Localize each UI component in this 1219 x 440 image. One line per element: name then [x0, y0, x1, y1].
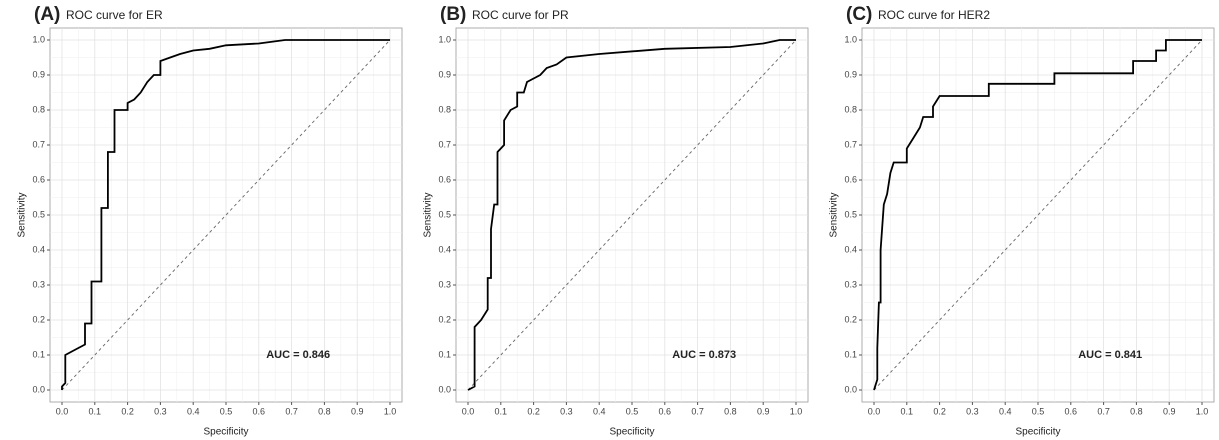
y-tick-label: 0.4: [32, 244, 45, 254]
y-tick-label: 0.6: [32, 174, 45, 184]
x-tick-label: 0.4: [187, 406, 200, 416]
y-tick-label: 0.2: [32, 314, 45, 324]
x-tick-label: 1.0: [384, 406, 397, 416]
x-tick-label: 0.7: [285, 406, 298, 416]
x-tick-label: 0.2: [121, 406, 134, 416]
reference-diagonal: [61, 39, 391, 391]
y-tick-label: 0.8: [844, 104, 857, 114]
y-tick-label: 0.6: [844, 174, 857, 184]
y-tick-label: 1.0: [438, 34, 451, 44]
x-tick-label: 0.6: [253, 406, 266, 416]
auc-annotation: AUC = 0.846: [266, 349, 330, 361]
y-tick-label: 0.9: [32, 69, 45, 79]
x-tick-label: 0.4: [593, 406, 606, 416]
roc-curve: [467, 39, 796, 391]
x-tick-label: 0.9: [1163, 406, 1176, 416]
x-tick-label: 0.2: [933, 406, 946, 416]
x-tick-label: 0.1: [901, 406, 914, 416]
x-axis-label: Specificity: [609, 427, 654, 438]
x-tick-label: 0.8: [318, 406, 331, 416]
x-axis-label: Specificity: [1015, 427, 1060, 438]
y-tick-label: 0.8: [438, 104, 451, 114]
y-tick-label: 0.0: [844, 384, 857, 394]
y-tick-label: 1.0: [844, 34, 857, 44]
panel-label: (C): [846, 4, 872, 25]
y-tick-label: 0.4: [844, 244, 857, 254]
y-axis-label: Sensitivity: [829, 192, 840, 237]
x-tick-label: 0.8: [724, 406, 737, 416]
y-tick-label: 0.1: [844, 349, 857, 359]
y-tick-label: 0.2: [438, 314, 451, 324]
roc-curve: [873, 39, 1202, 391]
x-tick-label: 0.9: [351, 406, 364, 416]
x-tick-label: 0.4: [999, 406, 1012, 416]
y-tick-label: 0.5: [32, 209, 45, 219]
y-tick-label: 0.5: [844, 209, 857, 219]
y-tick-label: 0.3: [438, 279, 451, 289]
x-tick-label: 0.2: [527, 406, 540, 416]
y-axis-label: Sensitivity: [17, 192, 28, 237]
x-tick-label: 1.0: [1196, 406, 1209, 416]
y-tick-label: 0.9: [844, 69, 857, 79]
y-tick-label: 0.3: [844, 279, 857, 289]
reference-diagonal: [873, 39, 1203, 391]
roc-curve: [61, 39, 390, 390]
x-tick-label: 0.0: [56, 406, 69, 416]
y-axis-label: Sensitivity: [423, 192, 434, 237]
y-tick-label: 0.7: [844, 139, 857, 149]
x-tick-label: 0.3: [966, 406, 979, 416]
auc-annotation: AUC = 0.841: [1078, 349, 1142, 361]
y-tick-label: 0.7: [438, 139, 451, 149]
chart-title: ROC curve for ER: [66, 8, 163, 22]
x-tick-label: 0.9: [757, 406, 770, 416]
x-tick-label: 0.5: [626, 406, 639, 416]
x-tick-label: 0.1: [495, 406, 508, 416]
x-tick-label: 1.0: [790, 406, 803, 416]
x-tick-label: 0.5: [1032, 406, 1045, 416]
y-tick-label: 0.7: [32, 139, 45, 149]
chart-title: ROC curve for HER2: [878, 8, 990, 22]
x-tick-label: 0.3: [560, 406, 573, 416]
y-tick-label: 0.9: [438, 69, 451, 79]
x-tick-label: 0.5: [220, 406, 233, 416]
y-tick-label: 0.8: [32, 104, 45, 114]
chart-title: ROC curve for PR: [472, 8, 569, 22]
y-tick-label: 0.2: [844, 314, 857, 324]
x-tick-label: 0.8: [1130, 406, 1143, 416]
y-tick-label: 0.3: [32, 279, 45, 289]
y-tick-label: 0.1: [438, 349, 451, 359]
x-axis-label: Specificity: [203, 427, 248, 438]
x-tick-label: 0.6: [1065, 406, 1078, 416]
y-tick-label: 0.0: [438, 384, 451, 394]
reference-diagonal: [467, 39, 797, 391]
x-tick-label: 0.6: [659, 406, 672, 416]
y-tick-label: 0.6: [438, 174, 451, 184]
y-tick-label: 1.0: [32, 34, 45, 44]
x-tick-label: 0.0: [868, 406, 881, 416]
x-tick-label: 0.3: [154, 406, 167, 416]
y-tick-label: 0.1: [32, 349, 45, 359]
x-tick-label: 0.7: [1097, 406, 1110, 416]
y-tick-label: 0.5: [438, 209, 451, 219]
y-tick-label: 0.0: [32, 384, 45, 394]
x-tick-label: 0.7: [691, 406, 704, 416]
x-tick-label: 0.1: [89, 406, 102, 416]
auc-annotation: AUC = 0.873: [672, 349, 736, 361]
panel-label: (B): [440, 4, 466, 25]
y-tick-label: 0.4: [438, 244, 451, 254]
x-tick-label: 0.0: [462, 406, 475, 416]
panel-label: (A): [34, 4, 60, 25]
